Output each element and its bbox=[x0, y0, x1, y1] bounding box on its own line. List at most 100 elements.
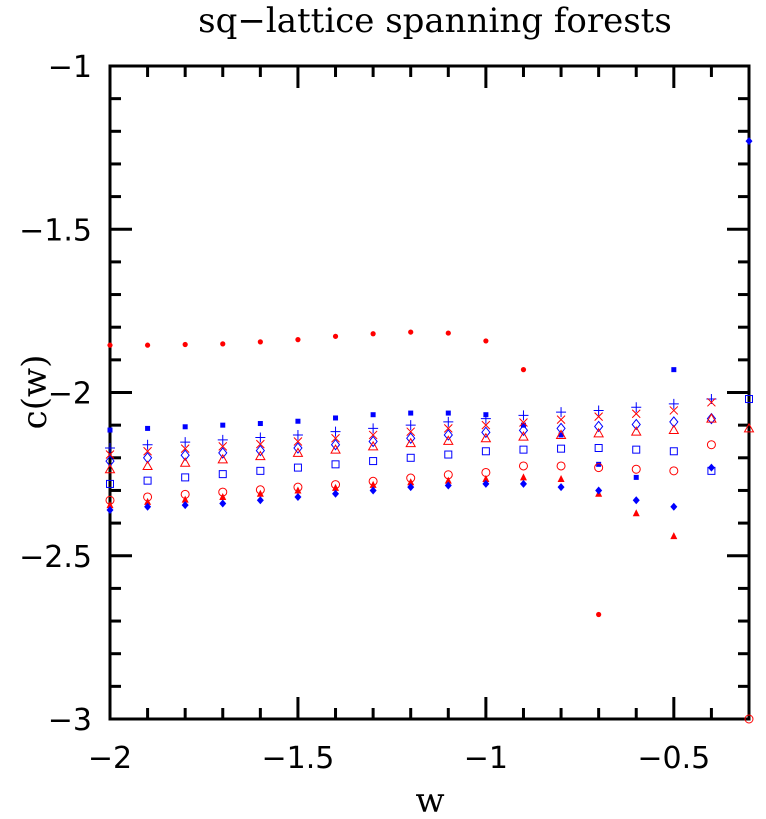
data-point-open-triangle bbox=[480, 432, 492, 443]
data-point-open-diamond bbox=[706, 412, 717, 425]
data-point-filled-diamond bbox=[557, 483, 565, 492]
data-point-open-triangle bbox=[254, 450, 266, 461]
x-tick-label: −1.5 bbox=[262, 741, 335, 776]
data-point-open-triangle bbox=[593, 427, 605, 438]
data-point-cross bbox=[180, 444, 190, 454]
data-point-open-square bbox=[519, 445, 528, 454]
data-point-filled-triangle bbox=[444, 476, 452, 484]
data-point-plus bbox=[405, 420, 416, 431]
data-point-dot bbox=[295, 337, 301, 343]
data-point-plus bbox=[368, 423, 379, 434]
data-point-cross bbox=[368, 430, 378, 440]
data-point-filled-triangle bbox=[557, 475, 565, 483]
data-point-open-triangle bbox=[555, 429, 567, 439]
data-point-cross bbox=[481, 420, 491, 430]
data-point-dot bbox=[332, 333, 339, 339]
data-point-filled-square bbox=[596, 461, 602, 467]
data-point-filled-diamond bbox=[670, 502, 678, 511]
data-point-open-diamond bbox=[330, 438, 341, 451]
data-point-open-square bbox=[218, 470, 227, 479]
data-point-open-square bbox=[181, 473, 190, 482]
data-point-open-square bbox=[256, 466, 265, 475]
data-point-open-diamond bbox=[368, 435, 378, 448]
data-point-dot bbox=[445, 330, 451, 336]
data-point-open-diamond bbox=[105, 455, 115, 467]
data-point-cross bbox=[255, 439, 265, 449]
data-point-dot bbox=[107, 342, 113, 348]
data-point-dot bbox=[408, 329, 414, 335]
data-point-plus bbox=[217, 434, 228, 445]
data-point-open-triangle bbox=[630, 426, 642, 436]
data-point-open-triangle bbox=[330, 444, 341, 454]
data-point-open-square bbox=[406, 453, 415, 462]
data-point-dot bbox=[596, 611, 602, 618]
data-point-open-triangle bbox=[668, 424, 680, 435]
data-point-filled-triangle bbox=[332, 483, 340, 491]
data-point-cross bbox=[556, 415, 566, 424]
data-point-open-diamond bbox=[631, 418, 641, 431]
data-point-open-square bbox=[745, 395, 753, 404]
data-point-plus bbox=[631, 402, 642, 413]
data-points bbox=[104, 137, 755, 724]
y-tick-label: −1 bbox=[48, 50, 92, 85]
data-point-open-square bbox=[106, 479, 114, 488]
data-point-filled-diamond bbox=[219, 499, 227, 508]
data-point-dot bbox=[220, 341, 226, 347]
x-tick-label: −0.5 bbox=[637, 741, 710, 776]
data-point-filled-diamond bbox=[632, 496, 640, 505]
data-point-cross bbox=[594, 412, 604, 422]
data-point-filled-diamond bbox=[444, 481, 452, 490]
data-point-plus bbox=[330, 426, 341, 437]
data-point-cross bbox=[406, 427, 416, 437]
data-point-open-triangle bbox=[405, 437, 417, 448]
data-point-plus bbox=[518, 410, 529, 421]
data-point-filled-square bbox=[220, 422, 226, 428]
data-point-filled-square bbox=[408, 410, 414, 416]
axis-tick-labels: −2 −1.5 −1 −0.5 −1 −1.5 −2 −2.5 −3 bbox=[19, 50, 710, 776]
data-point-filled-diamond bbox=[256, 496, 264, 505]
data-point-cross bbox=[707, 397, 716, 407]
data-point-open-square bbox=[293, 463, 302, 472]
x-tick-label: −2 bbox=[88, 741, 132, 776]
data-point-open-diamond bbox=[594, 420, 604, 433]
data-point-open-triangle bbox=[217, 453, 229, 464]
data-point-filled-triangle bbox=[256, 489, 264, 497]
data-point-filled-diamond bbox=[482, 479, 490, 488]
data-point-open-square bbox=[669, 447, 678, 456]
data-point-filled-square bbox=[107, 427, 113, 433]
data-point-open-triangle bbox=[743, 422, 755, 433]
data-point-open-square bbox=[481, 447, 490, 456]
data-point-filled-diamond bbox=[519, 479, 527, 488]
data-point-filled-square bbox=[182, 424, 188, 430]
data-point-open-diamond bbox=[556, 422, 566, 435]
data-point-open-circle bbox=[556, 461, 566, 471]
data-point-plus bbox=[668, 398, 679, 409]
y-tick-label: −1.5 bbox=[19, 213, 92, 248]
data-point-filled-diamond bbox=[181, 501, 189, 510]
data-point-cross bbox=[519, 418, 528, 427]
data-point-cross bbox=[218, 442, 228, 451]
data-point-cross bbox=[443, 424, 453, 433]
data-point-filled-triangle bbox=[369, 480, 377, 488]
data-point-dot bbox=[520, 367, 527, 373]
data-point-filled-diamond bbox=[595, 486, 603, 495]
data-point-filled-triangle bbox=[482, 475, 490, 483]
data-point-filled-diamond bbox=[369, 486, 377, 495]
data-point-plus bbox=[105, 443, 115, 454]
y-tick-label: −3 bbox=[48, 703, 92, 738]
data-point-filled-triangle bbox=[632, 509, 640, 517]
data-point-cross bbox=[293, 437, 303, 446]
axis-ticks bbox=[108, 64, 751, 721]
data-point-filled-triangle bbox=[181, 495, 189, 503]
data-point-open-diamond bbox=[180, 449, 190, 461]
data-point-plus bbox=[443, 416, 454, 427]
data-point-open-triangle bbox=[104, 463, 116, 474]
x-axis-title: w bbox=[415, 781, 444, 819]
data-point-plus bbox=[480, 413, 491, 424]
data-point-filled-square bbox=[295, 418, 301, 424]
data-point-open-triangle bbox=[442, 435, 454, 445]
y-tick-label: −2 bbox=[48, 377, 92, 412]
data-point-filled-triangle bbox=[294, 486, 302, 494]
data-point-open-square bbox=[632, 445, 641, 454]
